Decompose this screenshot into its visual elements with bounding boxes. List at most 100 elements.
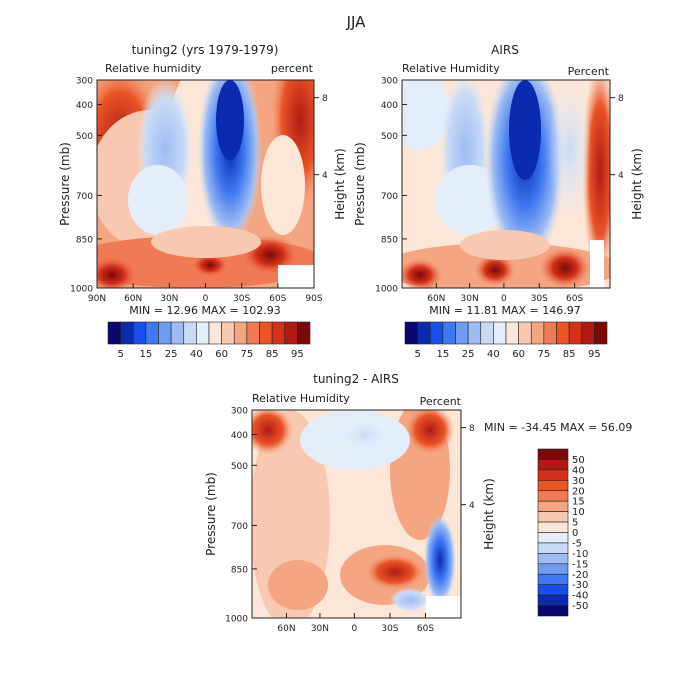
- colorbar-box: [221, 321, 235, 345]
- panel-obs: AIRS Relative Humidity Percent Pressure …: [353, 43, 644, 360]
- y2-tick-label: 8: [618, 94, 624, 104]
- y-tick-labels: 300 400 500 700 850 1000: [70, 77, 102, 295]
- colorbar-box: [480, 321, 494, 345]
- y-tick-label: 300: [381, 77, 398, 87]
- colorbar-box: [537, 542, 569, 554]
- colorbar-box: [170, 321, 185, 345]
- colorbar-box: [233, 321, 248, 345]
- colorbar-label: 20: [572, 486, 585, 497]
- y2-tick-label: 8: [469, 424, 475, 434]
- colorbar-box: [404, 321, 418, 345]
- colorbar-box: [537, 480, 569, 492]
- y-tick-label: 1000: [225, 615, 248, 625]
- x-tick-labels: 60N 30N 0 30S 60S: [427, 283, 584, 304]
- colorbar-box: [259, 321, 273, 345]
- colorbar-label: 60: [215, 349, 228, 360]
- y2-tick-labels: 84: [314, 94, 328, 181]
- colorbar-box: [417, 321, 431, 345]
- heatmap-field: [402, 80, 610, 288]
- colorbar-label: 10: [572, 507, 585, 518]
- colorbar-label: 5: [414, 349, 420, 360]
- colorbar: 5 15 25 40 60 75 85 95: [404, 321, 608, 360]
- min-max-stats: MIN = 11.81 MAX = 146.97: [429, 304, 580, 317]
- colorbar-box: [493, 321, 507, 345]
- colorbar-label: 25: [462, 349, 475, 360]
- colorbar-label: 95: [291, 349, 304, 360]
- colorbar-box: [284, 321, 298, 345]
- y-tick-label: 500: [231, 462, 248, 472]
- y-tick-label: 700: [231, 522, 248, 532]
- y-tick-label: 850: [76, 235, 93, 245]
- colorbar-box: [537, 605, 569, 617]
- colorbar-box: [537, 532, 569, 544]
- colorbar-box: [537, 469, 569, 481]
- y-tick-label: 400: [76, 101, 93, 111]
- units-label: Percent: [420, 395, 462, 408]
- units-label: Percent: [568, 65, 610, 78]
- colorbar-label: 5: [117, 349, 123, 360]
- colorbar-label: -10: [572, 549, 588, 560]
- colorbar-box: [537, 500, 569, 512]
- x-tick-label: 0: [352, 624, 358, 634]
- y-tick-label: 500: [381, 132, 398, 142]
- colorbar-box: [297, 321, 311, 345]
- y2-axis-label: Height (km): [482, 478, 496, 549]
- colorbar-box: [196, 321, 210, 345]
- colorbar-box: [530, 321, 545, 345]
- colorbar-label: 85: [563, 349, 576, 360]
- colorbar-label: -5: [572, 538, 582, 549]
- colorbar-box: [537, 511, 569, 523]
- y2-tick-labels: 84: [610, 94, 624, 181]
- y-tick-labels: 300 400 500 700 850 1000: [375, 77, 407, 295]
- colorbar-label: -50: [572, 601, 588, 612]
- x-tick-label: 0: [501, 294, 507, 304]
- y-tick-label: 400: [381, 101, 398, 111]
- y2-tick-label: 8: [322, 94, 328, 104]
- x-tick-labels: 90N 60N 30N 0 30S 60S 90S: [88, 283, 323, 304]
- colorbar-box: [518, 321, 532, 345]
- y2-axis-label: Height (km): [630, 148, 644, 219]
- colorbar-box: [537, 563, 569, 575]
- colorbar-label: 85: [266, 349, 279, 360]
- x-tick-label: 90N: [88, 294, 106, 304]
- y-tick-label: 700: [76, 192, 93, 202]
- colorbar-box: [537, 490, 569, 502]
- heatmap-field: [97, 80, 314, 288]
- y-axis-label: Pressure (mb): [204, 472, 218, 556]
- colorbar-box: [543, 321, 557, 345]
- panel-title: AIRS: [491, 43, 519, 57]
- colorbar-label: -20: [572, 570, 588, 581]
- y2-tick-label: 4: [322, 171, 328, 181]
- colorbar: 5 15 25 40 60 75 85 95: [107, 321, 311, 360]
- y-axis-label: Pressure (mb): [353, 142, 367, 226]
- panel-title: tuning2 - AIRS: [313, 372, 399, 386]
- colorbar-label: 40: [487, 349, 500, 360]
- x-tick-label: 60S: [269, 294, 286, 304]
- colorbar-box: [271, 321, 286, 345]
- colorbar-label: 15: [437, 349, 450, 360]
- colorbar-box: [581, 321, 595, 345]
- colorbar-label: -40: [572, 591, 588, 602]
- variable-label: Relative humidity: [105, 62, 202, 75]
- colorbar-box: [145, 321, 159, 345]
- y-tick-labels: 300 400 500 700 850 1000: [225, 407, 257, 625]
- colorbar-box: [246, 321, 260, 345]
- colorbar-box: [537, 459, 569, 471]
- colorbar-box: [537, 521, 569, 533]
- y-tick-label: 1000: [375, 285, 398, 295]
- colorbar-box: [594, 321, 608, 345]
- colorbar-box: [537, 584, 569, 596]
- panel-model: tuning2 (yrs 1979-1979) Relative humidit…: [58, 43, 347, 360]
- colorbar-label: 30: [572, 476, 585, 487]
- colorbar-label: -30: [572, 580, 588, 591]
- x-tick-label: 30N: [311, 624, 329, 634]
- x-tick-label: 30S: [233, 294, 250, 304]
- y-tick-label: 850: [381, 235, 398, 245]
- colorbar-box: [467, 321, 482, 345]
- colorbar-box: [556, 321, 570, 345]
- page-title: JJA: [346, 13, 367, 31]
- colorbar-label: 0: [572, 528, 578, 539]
- colorbar-box: [120, 321, 134, 345]
- colorbar-label: 15: [140, 349, 153, 360]
